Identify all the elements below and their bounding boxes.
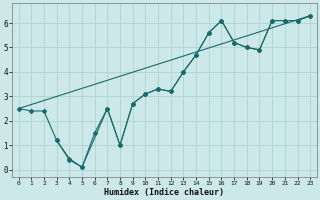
X-axis label: Humidex (Indice chaleur): Humidex (Indice chaleur) [104, 188, 224, 197]
